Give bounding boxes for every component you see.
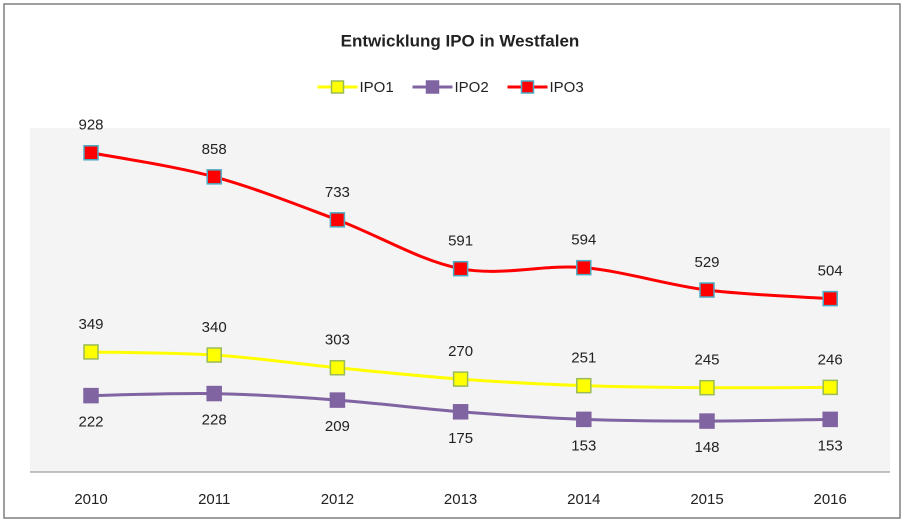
data-label: 504 <box>818 263 843 280</box>
data-point <box>329 360 346 376</box>
data-point <box>576 259 592 276</box>
data-point <box>699 282 715 298</box>
data-label: 733 <box>325 184 350 201</box>
data-label: 928 <box>78 117 103 134</box>
data-label: 246 <box>818 351 843 368</box>
data-label: 228 <box>202 412 227 429</box>
data-label: 349 <box>78 316 103 333</box>
chart-title: Entwicklung IPO in Westfalen <box>341 31 580 50</box>
data-label: 591 <box>448 233 473 250</box>
legend-marker <box>520 80 535 94</box>
x-tick-label: 2013 <box>444 491 477 508</box>
data-point <box>83 387 99 404</box>
data-label: 148 <box>694 439 719 456</box>
data-point <box>576 377 592 394</box>
x-tick-label: 2014 <box>567 491 600 508</box>
data-point <box>329 212 346 228</box>
data-label: 858 <box>202 141 227 158</box>
data-label: 340 <box>202 319 227 336</box>
data-label: 153 <box>818 437 843 454</box>
data-label: 303 <box>325 332 350 349</box>
data-point <box>699 413 715 429</box>
data-point <box>822 411 838 428</box>
data-label: 251 <box>571 350 596 367</box>
data-label: 270 <box>448 343 473 360</box>
data-point <box>206 169 222 185</box>
data-label: 594 <box>571 232 596 249</box>
data-point <box>576 411 592 428</box>
x-tick-label: 2015 <box>690 491 723 508</box>
data-point <box>452 260 469 277</box>
legend-label: IPO1 <box>360 79 394 96</box>
data-point <box>452 371 469 387</box>
data-point <box>206 385 222 402</box>
data-label: 209 <box>325 418 350 435</box>
legend-label: IPO3 <box>550 79 584 96</box>
data-point <box>206 347 222 363</box>
data-point <box>329 392 346 408</box>
data-label: 245 <box>694 352 719 369</box>
x-tick-label: 2010 <box>74 491 107 508</box>
data-point <box>699 379 715 396</box>
data-point <box>83 344 99 360</box>
x-tick-label: 2011 <box>198 491 230 508</box>
data-label: 529 <box>694 254 719 271</box>
legend-marker <box>330 80 345 94</box>
x-tick-label: 2016 <box>814 491 847 508</box>
data-label: 175 <box>448 430 473 447</box>
data-point <box>452 404 469 420</box>
data-label: 153 <box>571 437 596 454</box>
legend-marker <box>425 80 440 94</box>
x-tick-label: 2012 <box>321 491 354 508</box>
data-point <box>83 145 99 161</box>
legend-label: IPO2 <box>455 79 489 96</box>
data-point <box>822 290 838 307</box>
data-label: 222 <box>78 414 103 431</box>
data-point <box>822 379 838 396</box>
